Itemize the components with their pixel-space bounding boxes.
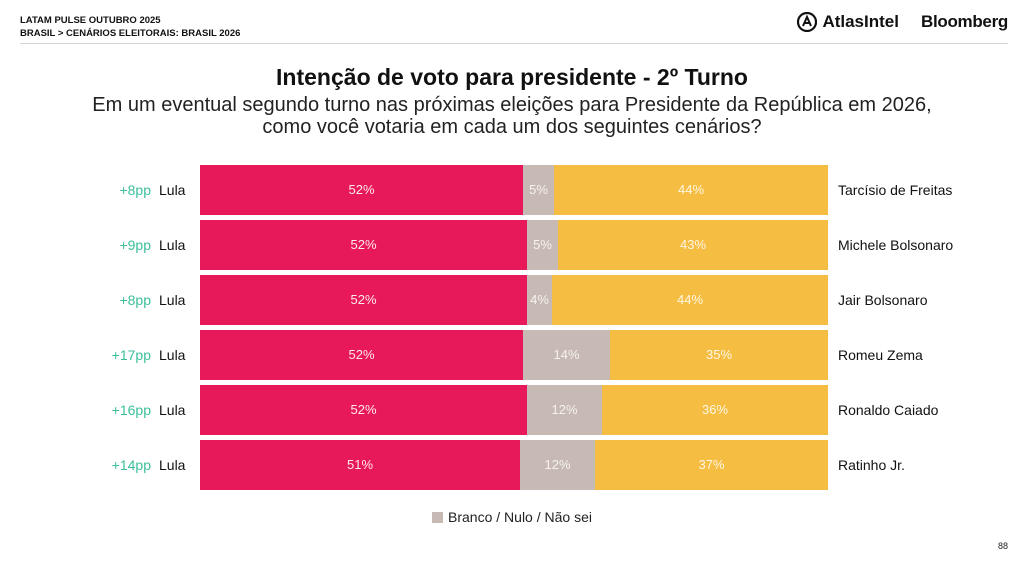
opponent-segment: 43% xyxy=(558,220,828,270)
opponent-segment: 37% xyxy=(595,440,828,490)
blank-segment: 12% xyxy=(520,440,595,490)
lula-segment: 52% xyxy=(200,385,527,435)
left-candidate-label: Lula xyxy=(159,292,186,308)
stacked-bar: 52% 14% 35% xyxy=(200,330,828,380)
left-candidate-label: Lula xyxy=(159,347,186,363)
lead-difference-label: +14pp xyxy=(111,457,151,473)
blank-segment: 5% xyxy=(527,220,558,270)
atlasintel-mark-icon xyxy=(797,12,818,32)
bar-row: +8pp Lula 52% 4% 44% Jair Bolsonaro xyxy=(0,275,1024,325)
legend-swatch-blank xyxy=(432,511,444,523)
left-candidate-label: Lula xyxy=(159,237,186,253)
opponent-segment: 36% xyxy=(602,385,828,435)
lead-difference-label: +17pp xyxy=(111,347,151,363)
lead-difference-label: +8pp xyxy=(119,182,151,198)
left-candidate-label: Lula xyxy=(159,457,186,473)
bar-row: +8pp Lula 52% 5% 44% Tarcísio de Freitas xyxy=(0,165,1024,215)
blank-segment: 5% xyxy=(523,165,554,215)
opponent-segment: 44% xyxy=(554,165,828,215)
lula-segment: 52% xyxy=(200,165,523,215)
opponent-segment: 44% xyxy=(552,275,828,325)
bar-row: +16pp Lula 52% 12% 36% Ronaldo Caiado xyxy=(0,385,1024,435)
opponent-label: Romeu Zema xyxy=(838,347,923,363)
brand-logos: AtlasIntel Bloomberg xyxy=(797,12,1008,32)
subtitle-line-2: como você votaria em cada um dos seguint… xyxy=(262,116,762,138)
stacked-bar: 52% 5% 44% xyxy=(200,165,828,215)
lula-segment: 52% xyxy=(200,275,527,325)
chart-title: Intenção de voto para presidente - 2º Tu… xyxy=(276,64,748,90)
left-candidate-label: Lula xyxy=(159,402,186,418)
bloomberg-logo: Bloomberg xyxy=(920,12,1008,31)
stacked-bar: 52% 5% 43% xyxy=(200,220,828,270)
opponent-label: Ronaldo Caiado xyxy=(838,402,939,418)
legend-label-blank: Branco / Nulo / Não sei xyxy=(448,509,592,525)
stacked-bar: 52% 4% 44% xyxy=(200,275,828,325)
header-divider xyxy=(20,43,1008,44)
page-number: 88 xyxy=(997,541,1008,551)
blank-segment: 4% xyxy=(527,275,552,325)
chart-subtitle: Em um eventual segundo turno nas próxima… xyxy=(0,94,1024,138)
report-series-label: LATAM PULSE OUTUBRO 2025 xyxy=(20,15,161,26)
atlasintel-logo: AtlasIntel xyxy=(797,12,899,32)
report-breadcrumb: LATAM PULSE OUTUBRO 2025 BRASIL > CENÁRI… xyxy=(20,14,240,40)
opponent-segment: 35% xyxy=(610,330,828,380)
bar-row: +14pp Lula 51% 12% 37% Ratinho Jr. xyxy=(0,440,1024,490)
stacked-bar: 51% 12% 37% xyxy=(200,440,828,490)
subtitle-line-1: Em um eventual segundo turno nas próxima… xyxy=(92,94,932,116)
opponent-label: Ratinho Jr. xyxy=(838,457,905,473)
left-candidate-label: Lula xyxy=(159,182,186,198)
opponent-label: Tarcísio de Freitas xyxy=(838,182,953,198)
lead-difference-label: +9pp xyxy=(119,237,151,253)
bar-row: +17pp Lula 52% 14% 35% Romeu Zema xyxy=(0,330,1024,380)
stacked-bar: 52% 12% 36% xyxy=(200,385,828,435)
blank-segment: 12% xyxy=(527,385,602,435)
chart-legend: Branco / Nulo / Não sei xyxy=(0,509,1024,525)
lead-difference-label: +8pp xyxy=(119,292,151,308)
report-section-label: BRASIL > CENÁRIOS ELEITORAIS: BRASIL 202… xyxy=(20,28,241,39)
lula-segment: 52% xyxy=(200,220,527,270)
bar-row: +9pp Lula 52% 5% 43% Michele Bolsonaro xyxy=(0,220,1024,270)
lula-segment: 52% xyxy=(200,330,523,380)
lead-difference-label: +16pp xyxy=(111,402,151,418)
atlasintel-wordmark: AtlasIntel xyxy=(822,12,899,31)
opponent-label: Michele Bolsonaro xyxy=(838,237,954,253)
lula-segment: 51% xyxy=(200,440,520,490)
blank-segment: 14% xyxy=(523,330,610,380)
opponent-label: Jair Bolsonaro xyxy=(838,292,928,308)
